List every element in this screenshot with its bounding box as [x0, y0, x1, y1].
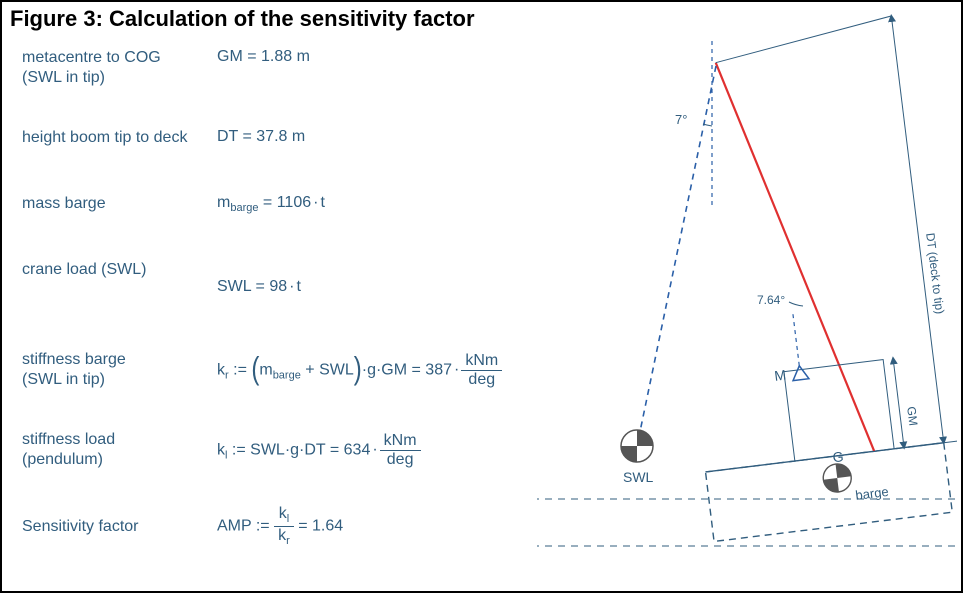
angle-top-label: 7° [675, 112, 687, 127]
dim-gm: GM [893, 356, 923, 448]
label-swl: SWL [623, 469, 654, 485]
cog-swl [621, 430, 653, 462]
m-vertical [792, 310, 799, 366]
row-swl-expr: SWL = 98·t [217, 260, 582, 296]
row-kl-expr: kl := SWL·g·DT = 634·kNmdeg [217, 433, 582, 468]
barge-outline [706, 443, 953, 542]
row-mbarge-expr: mbarge = 1106·t [217, 194, 582, 214]
row-kr-label: stiffness barge (SWL in tip) [22, 350, 217, 390]
barge-diagram: DT (deck to tip) GM G M barge [537, 6, 957, 591]
angle-mid-arc [789, 302, 803, 306]
row-kr-expr: kr := (mbarge + SWL)·g·GM = 387·kNmdeg [217, 353, 582, 388]
metacentre-marker: M [773, 364, 809, 384]
label-G: G [832, 448, 845, 465]
parameters-column: metacentre to COG (SWL in tip) GM = 1.88… [22, 42, 582, 547]
dim-gm-label: GM [904, 406, 920, 427]
row-kl: stiffness load (pendulum) kl := SWL·g·DT… [22, 430, 582, 470]
figure-title: Figure 3: Calculation of the sensitivity… [10, 6, 475, 32]
row-gm-expr: GM = 1.88 m [217, 48, 582, 66]
row-dt-label: height boom tip to deck [22, 128, 217, 148]
cog-barge [822, 462, 853, 493]
row-mbarge-label: mass barge [22, 194, 217, 214]
row-gm: metacentre to COG (SWL in tip) GM = 1.88… [22, 48, 582, 88]
row-amp: Sensitivity factor AMP := kl kr = 1.64 [22, 506, 582, 547]
crane-boom [716, 49, 875, 464]
superstructure [784, 360, 894, 462]
row-amp-label: Sensitivity factor [22, 517, 217, 537]
row-amp-expr: AMP := kl kr = 1.64 [217, 506, 582, 547]
angle-mid-label: 7.64° [757, 293, 785, 307]
row-kl-label: stiffness load (pendulum) [22, 430, 217, 470]
row-dt-expr: DT = 37.8 m [217, 128, 582, 146]
label-M: M [773, 367, 787, 384]
dim-dt: DT (deck to tip) [713, 14, 957, 465]
tilted-group: DT (deck to tip) GM G M barge [653, 14, 957, 542]
row-swl-label: crane load (SWL) [22, 260, 217, 280]
figure-container: Figure 3: Calculation of the sensitivity… [0, 0, 963, 593]
row-swl: crane load (SWL) SWL = 98·t [22, 260, 582, 296]
row-gm-label: metacentre to COG (SWL in tip) [22, 48, 217, 88]
row-dt: height boom tip to deck DT = 37.8 m [22, 128, 582, 148]
row-mbarge: mass barge mbarge = 1106·t [22, 194, 582, 214]
label-barge: barge [855, 484, 890, 503]
row-kr: stiffness barge (SWL in tip) kr := (mbar… [22, 350, 582, 390]
